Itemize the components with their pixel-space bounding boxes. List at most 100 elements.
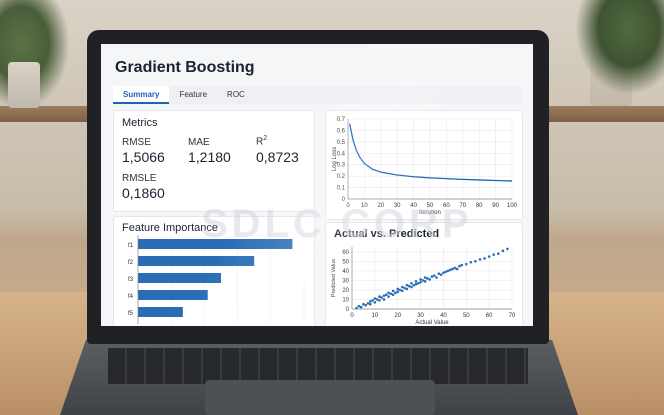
- bar-f2: [138, 256, 255, 266]
- feature-importance-chart: f1 f2 f3 f4 f5: [128, 235, 305, 324]
- y-tick-label: 0.3: [337, 163, 346, 169]
- scatter-point: [387, 291, 390, 295]
- scatter-point: [357, 304, 361, 308]
- tab-roc[interactable]: ROC: [227, 90, 245, 99]
- scatter-point: [426, 277, 429, 280]
- scatter-point: [455, 267, 459, 271]
- scatter-point: [380, 296, 384, 299]
- tab-feature[interactable]: Feature: [179, 90, 208, 99]
- y-tick-label: 0: [342, 197, 346, 203]
- scatter-point: [394, 291, 397, 295]
- scatter-point: [460, 263, 464, 267]
- y-tick-label: 0.6: [337, 128, 346, 134]
- scatter-point: [444, 270, 448, 274]
- x-tick-label: 100: [507, 203, 518, 209]
- rmsle-label: RMSLE: [122, 173, 157, 184]
- tab-summary[interactable]: Summary: [113, 86, 170, 104]
- bar-category-label: f2: [128, 260, 134, 266]
- scatter-point: [407, 284, 411, 288]
- x-tick-label: 10: [361, 203, 368, 209]
- scatter-point: [368, 300, 372, 303]
- scatter-point: [410, 281, 413, 285]
- scatter-point: [359, 305, 363, 309]
- y-tick-label: 50: [342, 259, 349, 265]
- scatter-point: [506, 247, 509, 251]
- rmse-label: RMSE: [122, 137, 151, 148]
- scatter-point: [446, 269, 450, 273]
- scatter-point: [387, 295, 390, 298]
- scatter-point: [501, 249, 505, 253]
- scatter-point: [398, 288, 402, 292]
- scatter-point: [384, 293, 388, 296]
- page-title: Gradient Boosting: [115, 59, 255, 76]
- scatter-point: [396, 287, 400, 291]
- loss-chart: 0 10 20 30 40 50 60 70 80 90 100 0 0.1 0.2 0.3 0.4 0.5 0.…: [332, 117, 518, 216]
- feature-importance-card: Feature Importance f1 f2 f3 f4 f5: [113, 216, 315, 326]
- scatter-point: [437, 272, 441, 276]
- bar-f1: [138, 239, 293, 249]
- r2-label-sup: 2: [263, 135, 268, 142]
- bar-category-label: f1: [128, 243, 134, 249]
- x-tick-label: 60: [486, 313, 493, 319]
- y-tick-label: 0: [346, 307, 350, 313]
- scatter-point: [430, 275, 434, 278]
- x-tick-label: 50: [463, 313, 470, 319]
- scatter-point: [421, 279, 425, 282]
- x-axis-label: Actual Value: [415, 320, 449, 326]
- x-tick-label: 50: [427, 203, 434, 209]
- scatter-point: [478, 258, 482, 261]
- scatter-point: [435, 276, 438, 279]
- scatter-point: [405, 287, 409, 291]
- actual-vs-predicted-chart: 0 10 20 30 40 50 60 70 0 10 20 30 40 50 60 Actual Value…: [331, 247, 516, 326]
- scatter-point: [416, 281, 420, 285]
- scatter-point: [364, 303, 368, 307]
- scatter-point: [355, 306, 358, 310]
- x-tick-label: 30: [417, 313, 424, 319]
- x-tick-label: 0: [350, 313, 354, 319]
- scatter-point: [474, 260, 477, 263]
- scatter-point: [458, 264, 461, 268]
- scatter-point: [464, 262, 468, 266]
- scatter-point: [496, 252, 500, 255]
- x-tick-label: 40: [440, 313, 447, 319]
- metrics-card: Metrics RMSE 1,5066 MAE 1,2180 R2 0,8723…: [113, 110, 315, 212]
- x-tick-label: 10: [372, 313, 379, 319]
- scatter-point: [389, 292, 393, 296]
- scatter-point: [382, 298, 386, 301]
- scatter-point: [371, 299, 374, 302]
- scatter-point: [373, 301, 377, 304]
- scatter-point: [412, 283, 416, 287]
- scatter-point: [378, 299, 381, 302]
- y-tick-label: 30: [342, 278, 349, 284]
- tab-bar: Summary Feature ROC: [113, 86, 521, 104]
- scatter-point: [451, 267, 454, 271]
- x-tick-label: 60: [443, 203, 450, 209]
- y-tick-label: 60: [342, 250, 349, 256]
- y-axis-label: Predicted Value: [331, 259, 337, 297]
- scatter-point: [453, 266, 457, 270]
- scatter-point: [442, 271, 445, 275]
- actual-vs-predicted-card: Actual vs. Predicted 0 10 20 30 40 50 60 70 0 10 2…: [325, 222, 523, 326]
- y-tick-label: 0.4: [337, 151, 346, 157]
- bar-category-label: f4: [128, 294, 134, 300]
- scatter-point: [428, 278, 432, 281]
- pot-left: [8, 62, 40, 108]
- scatter-point: [382, 294, 386, 297]
- scatter-point: [362, 302, 365, 306]
- scatter-point: [400, 285, 404, 289]
- y-tick-label: 20: [342, 288, 349, 294]
- scatter-point: [368, 302, 372, 306]
- y-axis-label: Log Loss: [332, 147, 338, 171]
- x-tick-label: 70: [459, 203, 466, 209]
- bar-f5: [138, 307, 183, 317]
- scatter-point: [400, 289, 404, 293]
- plant-right: [575, 0, 664, 95]
- bar-category-label: f5: [128, 311, 134, 317]
- bar-f4: [138, 290, 208, 300]
- scatter-point: [414, 280, 418, 283]
- scatter-point: [378, 295, 381, 298]
- scatter-point: [410, 285, 413, 289]
- x-tick-label: 40: [410, 203, 417, 209]
- rmse-value: 1,5066: [122, 149, 165, 165]
- y-tick-label: 0.2: [337, 174, 346, 180]
